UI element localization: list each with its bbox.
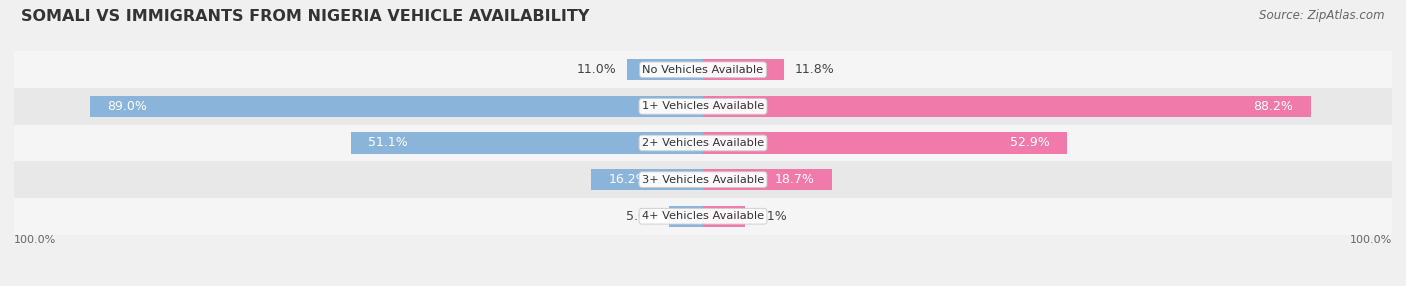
Bar: [352, 132, 703, 154]
Text: 88.2%: 88.2%: [1254, 100, 1294, 113]
Bar: [14, 198, 1392, 235]
Bar: [703, 206, 745, 227]
Text: 1+ Vehicles Available: 1+ Vehicles Available: [643, 102, 763, 111]
Bar: [669, 206, 703, 227]
Text: 2+ Vehicles Available: 2+ Vehicles Available: [643, 138, 763, 148]
Bar: [14, 125, 1392, 161]
Text: 6.1%: 6.1%: [755, 210, 787, 223]
Bar: [14, 88, 1392, 125]
Bar: [14, 161, 1392, 198]
Bar: [627, 59, 703, 80]
Text: 16.2%: 16.2%: [609, 173, 648, 186]
Text: Source: ZipAtlas.com: Source: ZipAtlas.com: [1260, 9, 1385, 21]
Bar: [90, 96, 703, 117]
Bar: [14, 51, 1392, 88]
Bar: [703, 132, 1067, 154]
Text: No Vehicles Available: No Vehicles Available: [643, 65, 763, 75]
Bar: [703, 96, 1310, 117]
Text: 100.0%: 100.0%: [14, 235, 56, 245]
Text: 4+ Vehicles Available: 4+ Vehicles Available: [643, 211, 763, 221]
Text: 11.8%: 11.8%: [794, 63, 834, 76]
Bar: [703, 169, 832, 190]
Bar: [592, 169, 703, 190]
Text: 51.1%: 51.1%: [368, 136, 408, 150]
Text: 89.0%: 89.0%: [107, 100, 148, 113]
Text: SOMALI VS IMMIGRANTS FROM NIGERIA VEHICLE AVAILABILITY: SOMALI VS IMMIGRANTS FROM NIGERIA VEHICL…: [21, 9, 589, 23]
Text: 5.0%: 5.0%: [626, 210, 658, 223]
Text: 100.0%: 100.0%: [1350, 235, 1392, 245]
Text: 3+ Vehicles Available: 3+ Vehicles Available: [643, 175, 763, 184]
Bar: [703, 59, 785, 80]
Text: 18.7%: 18.7%: [775, 173, 814, 186]
Text: 52.9%: 52.9%: [1011, 136, 1050, 150]
Text: 11.0%: 11.0%: [576, 63, 617, 76]
